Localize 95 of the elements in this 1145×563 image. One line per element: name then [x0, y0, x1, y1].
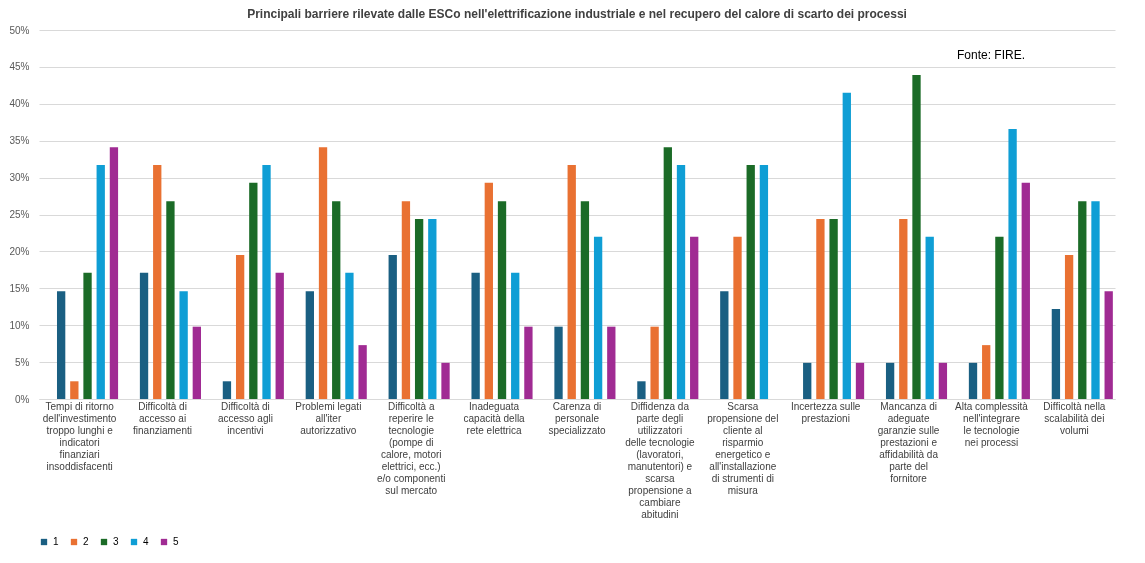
bar [497, 201, 507, 399]
bar [1021, 182, 1030, 399]
x-tick-label: Difficoltà nella scalabilità dei volumi [1043, 400, 1106, 436]
y-tick-label: 5% [15, 356, 30, 368]
bar [554, 326, 563, 399]
bar [690, 236, 699, 399]
bar [637, 381, 646, 399]
bar [899, 218, 908, 399]
bar [607, 326, 616, 399]
bar [759, 165, 769, 399]
x-tick-label: Scarsa propensione del cliente al risparmio energetico e all'installazione di strumenti di misura [707, 400, 779, 496]
bar [358, 345, 367, 399]
bar [982, 345, 991, 399]
bar [1051, 308, 1061, 399]
bar [938, 362, 948, 399]
bar [484, 182, 493, 399]
x-tick-label: Inadeguata capacità della rete elettrica [463, 400, 526, 436]
bar [650, 326, 659, 399]
bar [401, 201, 411, 399]
bar [567, 165, 576, 399]
bar [192, 326, 201, 399]
bar [318, 147, 328, 399]
bar [332, 201, 341, 399]
legend-label: 5 [173, 536, 179, 547]
y-tick-label: 15% [9, 282, 30, 294]
x-tick-label: Alta complessità nell'integrare le tecnologie nei processi [955, 400, 1029, 448]
x-tick-label: Incertezza sulle prestazioni [790, 400, 861, 424]
x-tick-label: Difficoltà di accesso ai finanziamenti [133, 400, 192, 436]
bar [471, 272, 480, 399]
bar [663, 147, 672, 399]
bar [56, 291, 66, 399]
bar [676, 165, 686, 399]
x-tick-label: Problemi legati all'iter autorizzativo [295, 400, 362, 436]
bar [305, 291, 314, 399]
bar [816, 218, 825, 399]
y-tick-label: 50% [9, 24, 30, 36]
category-label: Diffidenza da parte degli utilizzatori delle tecnologie (lavoratori, manutentori) e scarsa propensione a cambiare abitudini [625, 400, 695, 520]
bar [968, 362, 978, 399]
bar [139, 272, 149, 399]
y-tick-label: 0% [15, 393, 30, 405]
bar [593, 236, 603, 399]
bar [441, 362, 450, 399]
bar [829, 218, 838, 399]
bar [345, 272, 354, 399]
legend-label: 3 [113, 536, 119, 547]
bar [885, 362, 895, 399]
bar [803, 362, 812, 399]
legend-label: 4 [143, 536, 149, 547]
bar [166, 201, 175, 399]
y-tick-label: 40% [9, 98, 30, 110]
bar [580, 201, 590, 399]
bar [275, 272, 284, 399]
bar [733, 236, 742, 399]
y-tick-label: 45% [9, 61, 30, 73]
bar [222, 381, 232, 399]
bar [842, 92, 851, 399]
bar [70, 381, 79, 399]
x-tick-label: Carenza di personale specializzato [548, 400, 607, 436]
bar [235, 255, 245, 399]
bar [428, 218, 437, 399]
x-tick-label: Difficoltà a reperire le tecnologie (pompe di calore, motori elettrici, ecc.) e/o componenti sul mercato [377, 400, 446, 496]
bar [925, 236, 934, 399]
bar [720, 291, 729, 399]
bar [1078, 201, 1087, 399]
bar [855, 362, 865, 399]
bar [1091, 201, 1100, 399]
bar [179, 291, 188, 399]
bar [1064, 255, 1074, 399]
y-tick-label: 20% [9, 245, 30, 257]
y-tick-label: 10% [9, 319, 30, 331]
bar [249, 182, 258, 399]
bar [524, 326, 533, 399]
bar [414, 218, 424, 399]
bar [1104, 291, 1113, 399]
annotation: Fonte: FIRE. [956, 48, 1025, 62]
bar [96, 165, 105, 399]
bar [912, 75, 921, 399]
x-tick-label: Mancanza di adeguate garanzie sulle prestazioni e affidabilità da parte del fornitore [877, 400, 940, 484]
bar [109, 147, 119, 399]
bar [83, 272, 92, 399]
bar [995, 236, 1004, 399]
y-tick-label: 25% [9, 209, 30, 220]
x-tick-label: Tempi di ritorno dell'investimento troppo lunghi e indicatori finanziari insoddisfacenti [42, 400, 117, 472]
chart-title: Principali barriere rilevate dalle ESCo nell'elettrificazione industriale e nel recupero del calore di scarto dei processi [247, 7, 907, 21]
y-tick-label: 35% [9, 135, 30, 147]
x-tick-label: Difficoltà di accesso agli incentivi [217, 400, 273, 436]
bar [511, 272, 520, 399]
bar [262, 165, 271, 399]
bar [388, 255, 397, 399]
y-tick-label: 30% [9, 172, 30, 184]
bar [1008, 128, 1017, 399]
bar [746, 165, 755, 399]
legend-label: 2 [83, 536, 89, 547]
legend-label: 1 [53, 536, 59, 547]
bar [153, 165, 162, 399]
